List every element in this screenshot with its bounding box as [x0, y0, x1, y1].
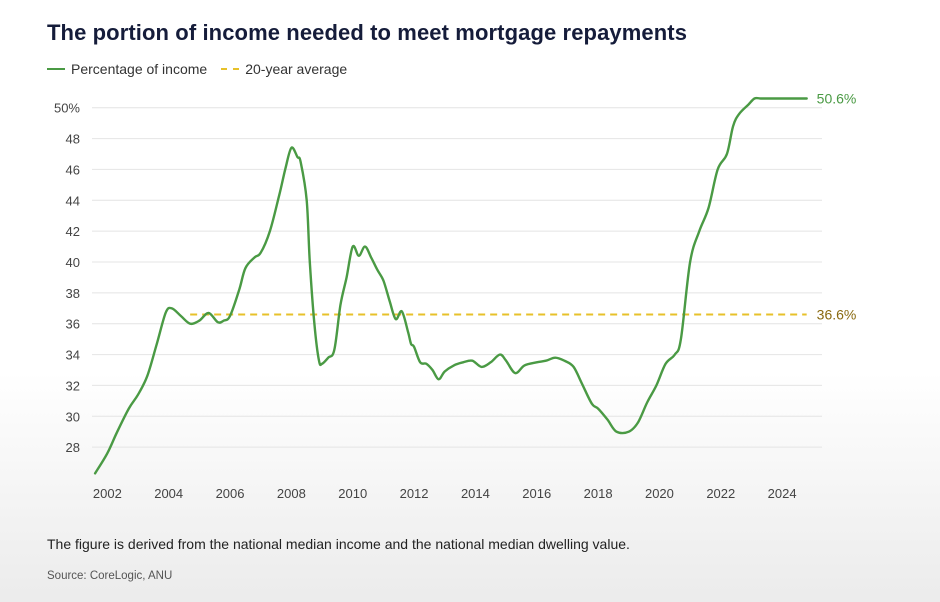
legend-item-percentage: Percentage of income — [47, 61, 207, 77]
legend-swatch-solid-line — [47, 68, 65, 70]
legend-swatch-dashed-line — [221, 68, 240, 70]
x-tick-label: 2004 — [154, 486, 183, 501]
x-tick-label: 2006 — [216, 486, 245, 501]
x-tick-label: 2014 — [461, 486, 490, 501]
x-tick-label: 2024 — [768, 486, 797, 501]
legend-label-percentage: Percentage of income — [71, 61, 208, 77]
y-tick-label: 32 — [66, 378, 80, 393]
x-tick-label: 2012 — [400, 486, 429, 501]
y-tick-label: 48 — [66, 132, 80, 147]
legend-label-average: 20-year average — [245, 61, 348, 77]
legend: Percentage of income 20-year average — [47, 61, 361, 77]
chart-source: Source: CoreLogic, ANU — [47, 570, 173, 582]
y-tick-label: 42 — [66, 224, 80, 239]
y-tick-label: 44 — [66, 193, 80, 208]
x-tick-label: 2010 — [338, 486, 367, 501]
y-tick-label: 28 — [66, 440, 80, 455]
legend-item-average: 20-year average — [221, 61, 347, 77]
y-tick-label: 38 — [66, 286, 80, 301]
end-label-percentage: 50.6% — [817, 90, 857, 106]
series-line-percentage — [93, 96, 808, 475]
y-tick-label: 40 — [66, 255, 80, 270]
x-tick-label: 2020 — [645, 486, 674, 501]
y-tick-label: 34 — [66, 348, 80, 363]
y-tick-label: 30 — [66, 409, 80, 424]
x-tick-label: 2022 — [706, 486, 735, 501]
x-tick-label: 2008 — [277, 486, 306, 501]
x-tick-label: 2002 — [93, 486, 122, 501]
x-tick-label: 2018 — [584, 486, 613, 501]
y-tick-label: 36 — [66, 317, 80, 332]
chart-title: The portion of income needed to meet mor… — [47, 20, 688, 45]
end-label-average: 36.6% — [817, 306, 857, 322]
y-tick-label: 50% — [54, 101, 80, 116]
chart-note: The figure is derived from the national … — [47, 536, 630, 552]
x-tick-label: 2016 — [522, 486, 551, 501]
y-tick-label: 46 — [66, 162, 80, 177]
